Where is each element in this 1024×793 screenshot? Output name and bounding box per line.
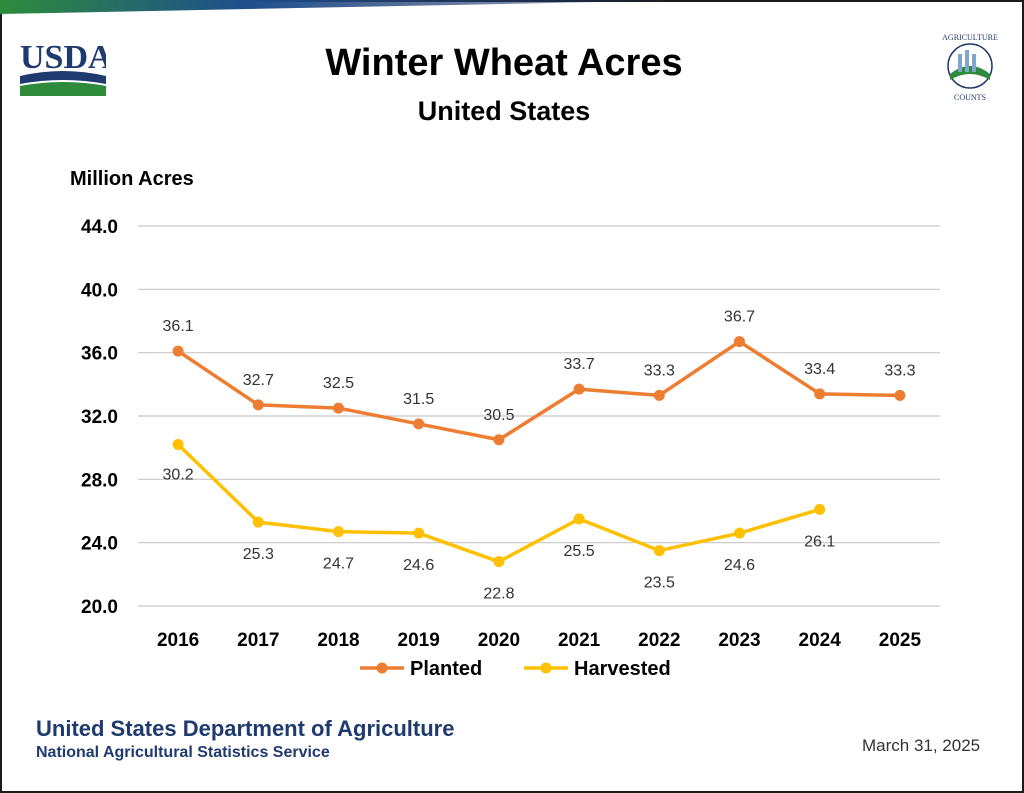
data-label: 30.5 [483, 407, 514, 424]
legend-swatch-marker [540, 662, 552, 674]
data-point-harvested [493, 556, 505, 568]
y-tick-label: 40.0 [81, 280, 118, 301]
data-label: 33.3 [644, 362, 675, 379]
data-labels: 36.1 32.7 32.5 31.5 30.5 33.7 33.3 36.7 33.4 33.3… [163, 309, 916, 603]
data-label: 30.2 [163, 467, 194, 484]
footer-organization: United States Department of Agriculture [36, 716, 455, 741]
data-point-planted [573, 383, 585, 395]
data-point-planted [252, 399, 264, 411]
data-label: 33.7 [564, 356, 595, 373]
data-point-planted [493, 434, 505, 446]
agriculture-counts-logo: AGRICULTURE COUNTS [942, 33, 998, 102]
data-label: 24.6 [403, 557, 434, 574]
data-label: 25.3 [243, 546, 274, 563]
legend: Planted Harvested [360, 658, 671, 680]
data-point-planted [734, 336, 745, 348]
ag-logo-text-top: AGRICULTURE [942, 33, 998, 42]
line-chart: 20.024.028.032.036.040.044.0 2016 2017 201… [81, 217, 940, 680]
y-axis-label: Million Acres [70, 168, 194, 190]
legend-swatch-marker [376, 662, 388, 674]
data-point-planted [172, 345, 184, 357]
usda-logo-text: USDA [20, 39, 106, 76]
data-label: 22.8 [483, 586, 514, 603]
data-point-harvested [252, 516, 264, 528]
top-accent-band [0, 0, 700, 14]
legend-label: Planted [410, 658, 482, 680]
data-point-harvested [413, 527, 425, 539]
series-line-harvested [176, 443, 821, 564]
x-tick-label: 2024 [799, 630, 842, 651]
y-tick-label: 32.0 [81, 407, 118, 428]
data-label: 25.5 [564, 543, 595, 560]
data-label: 24.6 [724, 557, 755, 574]
data-label: 33.4 [804, 361, 835, 378]
data-label: 36.1 [163, 318, 194, 335]
x-tick-label: 2018 [317, 630, 359, 651]
y-tick-label: 36.0 [81, 344, 118, 365]
x-tick-label: 2025 [879, 630, 922, 651]
data-point-planted [894, 389, 906, 401]
ag-logo-text-bottom: COUNTS [954, 93, 986, 102]
x-tick-label: 2022 [638, 630, 680, 651]
y-tick-label: 20.0 [81, 597, 118, 618]
data-label: 33.3 [884, 362, 915, 379]
x-tick-label: 2017 [237, 630, 279, 651]
y-tick-labels: 20.0 24.0 28.0 32.0 36.0 40.0 44.0 [81, 217, 118, 618]
data-label: 23.5 [644, 575, 675, 592]
series-lines [176, 339, 900, 564]
data-point-planted [814, 388, 826, 400]
y-tick-label: 24.0 [81, 534, 118, 555]
footer-agency: National Agricultural Statistics Service [36, 744, 330, 761]
footer-date: March 31, 2025 [862, 736, 981, 755]
y-tick-label: 28.0 [81, 470, 118, 491]
x-tick-label: 2016 [157, 630, 199, 651]
data-label: 31.5 [403, 391, 434, 408]
data-label: 32.7 [243, 372, 274, 389]
data-point-harvested [734, 527, 745, 539]
x-tick-label: 2020 [478, 630, 520, 651]
chart-subtitle: United States [417, 96, 591, 126]
legend-label: Harvested [574, 658, 671, 680]
data-point-harvested [172, 439, 184, 450]
data-label: 32.5 [323, 375, 354, 392]
x-tick-label: 2021 [558, 630, 601, 651]
x-tick-labels: 2016 2017 2018 2019 2020 2021 2022 2023 2024 2025 [157, 630, 922, 651]
data-point-planted [413, 418, 425, 430]
data-point-harvested [333, 526, 344, 538]
x-tick-label: 2019 [398, 630, 440, 651]
data-point-harvested [653, 545, 665, 557]
data-label: 36.7 [724, 309, 755, 326]
series-line-planted [177, 339, 900, 442]
data-label: 26.1 [804, 533, 835, 550]
data-label: 24.7 [323, 556, 354, 573]
x-tick-label: 2023 [718, 630, 760, 651]
series-points [172, 336, 906, 568]
data-point-planted [333, 402, 344, 414]
data-point-harvested [814, 503, 826, 515]
chart-title: Winter Wheat Acres [325, 42, 683, 84]
y-tick-label: 44.0 [81, 217, 118, 238]
usda-logo: USDA [20, 39, 106, 96]
data-point-harvested [573, 513, 585, 525]
data-point-planted [653, 389, 665, 401]
